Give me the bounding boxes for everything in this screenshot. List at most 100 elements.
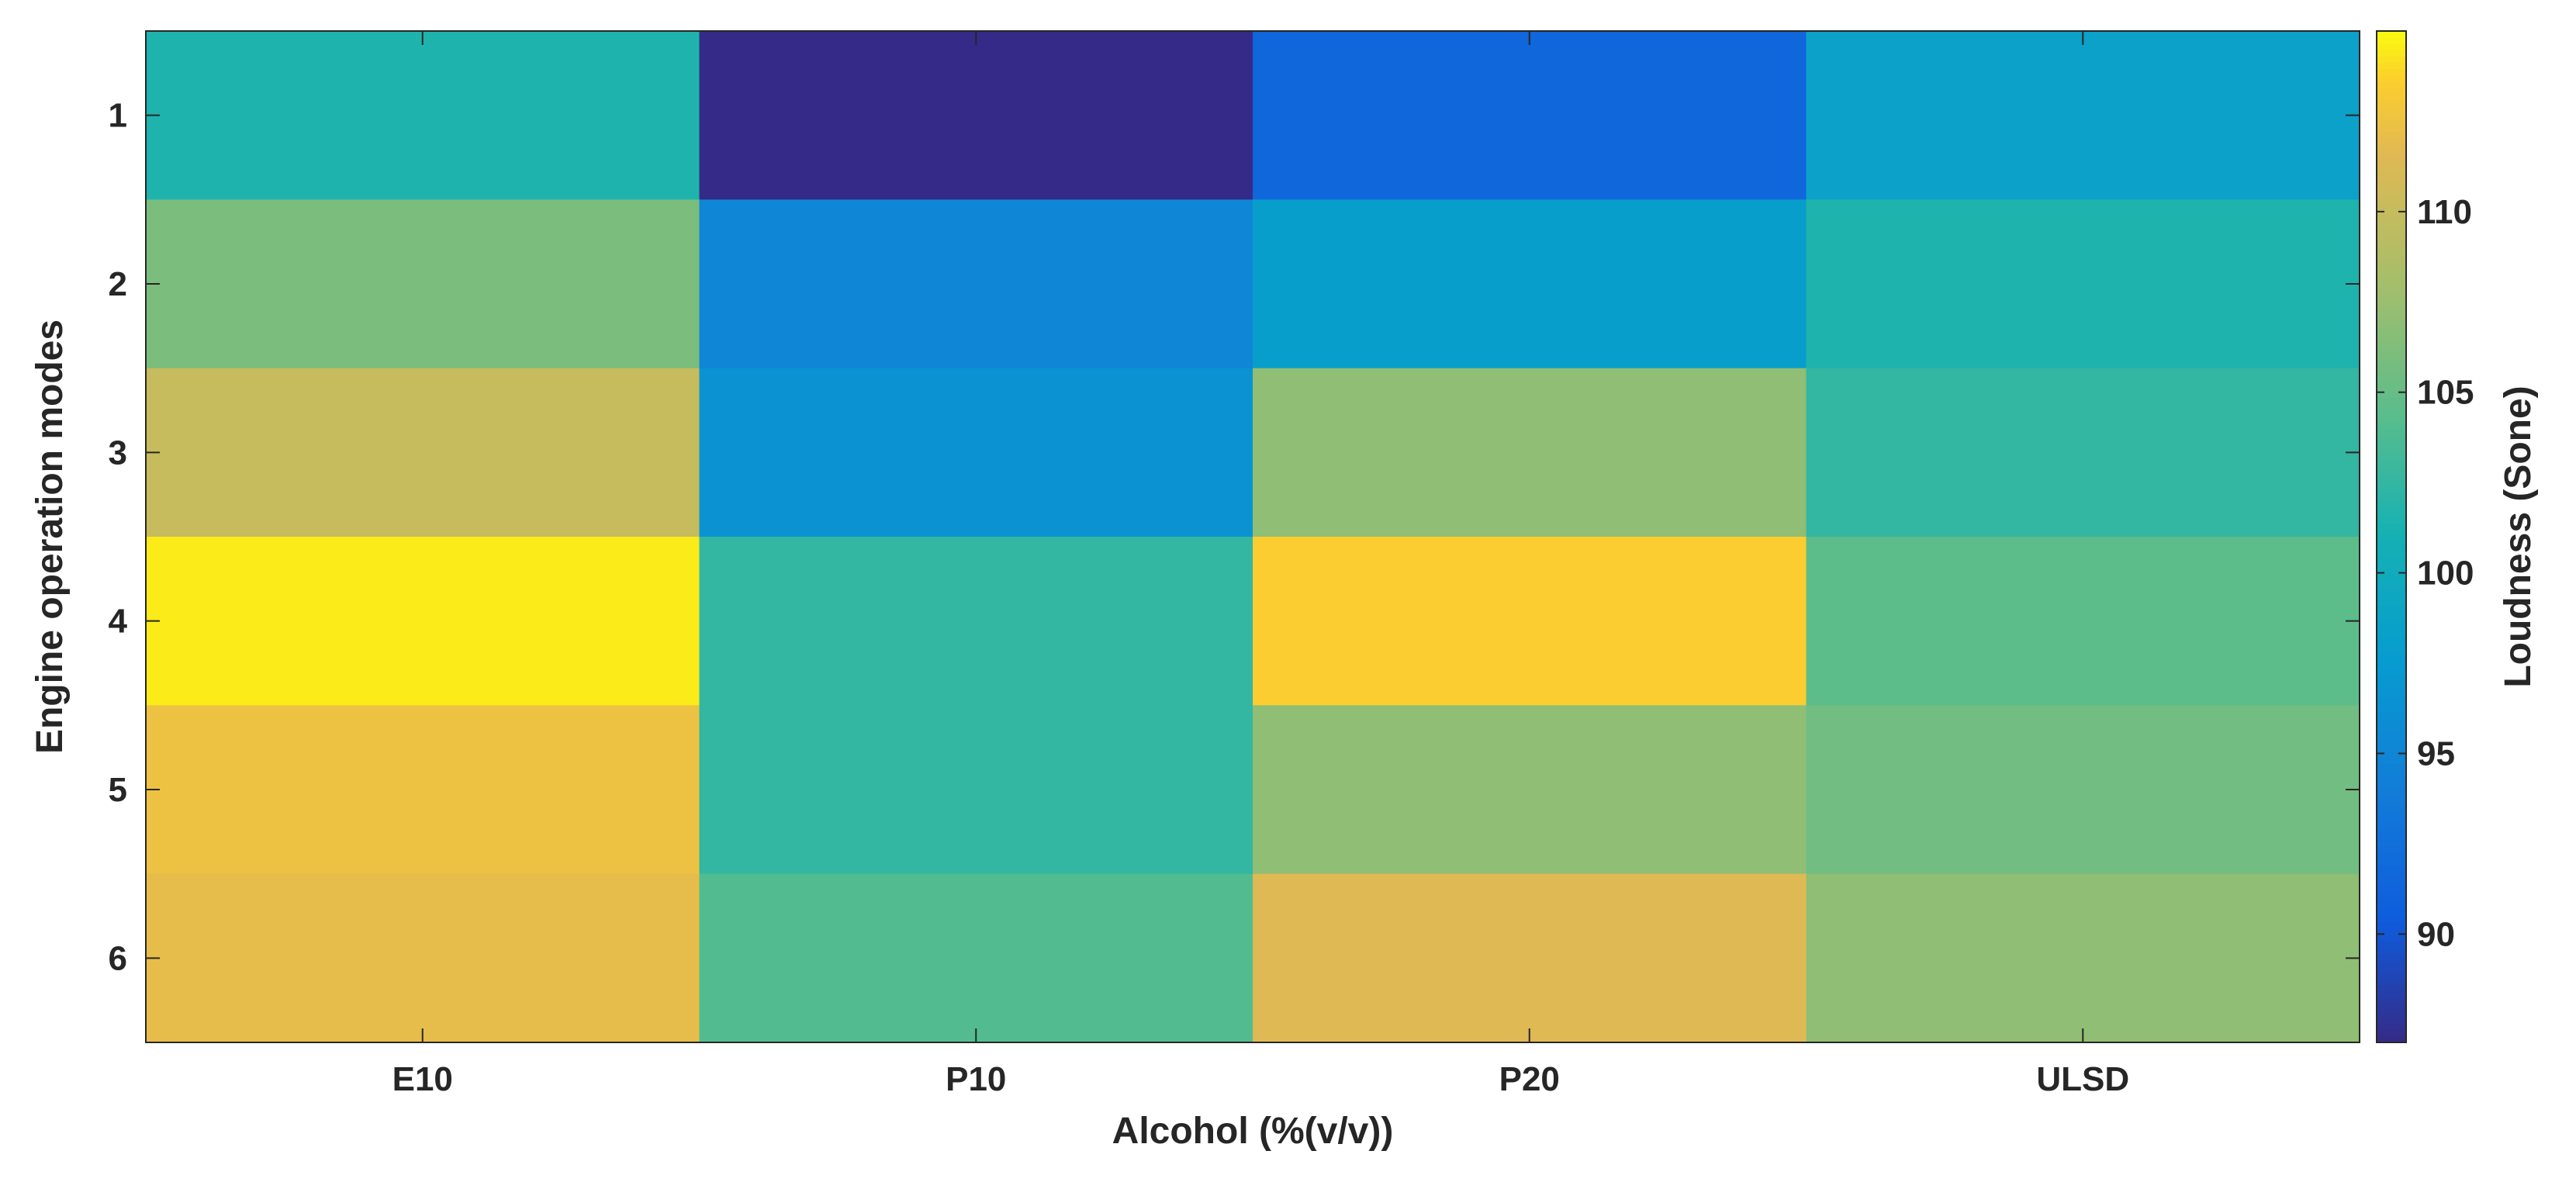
colorbar-segment xyxy=(2377,663,2406,670)
colorbar-segment xyxy=(2377,644,2406,651)
colorbar-segment xyxy=(2377,884,2406,891)
colorbar-segment xyxy=(2377,574,2406,582)
colorbar-label: Loudness (Sone) xyxy=(2498,385,2539,687)
colorbar-segment xyxy=(2377,650,2406,658)
colorbar-segment xyxy=(2377,568,2406,575)
colorbar-segment xyxy=(2377,543,2406,550)
colorbar-segment xyxy=(2377,214,2406,222)
colorbar-segment xyxy=(2377,435,2406,443)
y-tick-label: 4 xyxy=(109,603,128,641)
colorbar-segment xyxy=(2377,928,2406,936)
colorbar-segment xyxy=(2377,68,2406,76)
colorbar-segment xyxy=(2377,846,2406,854)
colorbar-segment xyxy=(2377,448,2406,455)
heatmap-cell xyxy=(146,31,700,200)
heatmap-cell xyxy=(1253,537,1807,706)
colorbar-segment xyxy=(2377,328,2406,335)
colorbar-segment xyxy=(2377,391,2406,399)
colorbar-tick-label: 110 xyxy=(2417,193,2472,231)
colorbar-segment xyxy=(2377,714,2406,721)
colorbar-segment xyxy=(2377,562,2406,569)
colorbar-segment xyxy=(2377,170,2406,178)
colorbar-segment xyxy=(2377,277,2406,285)
colorbar-segment xyxy=(2377,871,2406,879)
colorbar-segment xyxy=(2377,81,2406,88)
colorbar-segment xyxy=(2377,416,2406,423)
colorbar-segment xyxy=(2377,75,2406,82)
colorbar-segment xyxy=(2377,865,2406,873)
colorbar-segment xyxy=(2377,157,2406,164)
colorbar-segment xyxy=(2377,973,2406,980)
colorbar-segment xyxy=(2377,796,2406,803)
colorbar-segment xyxy=(2377,612,2406,620)
colorbar-segment xyxy=(2377,62,2406,70)
colorbar-tick-label: 90 xyxy=(2417,915,2455,953)
colorbar-segment xyxy=(2377,208,2406,215)
colorbar-segment xyxy=(2377,631,2406,638)
colorbar-segment xyxy=(2377,378,2406,385)
colorbar-segment xyxy=(2377,758,2406,765)
y-tick-label: 3 xyxy=(109,434,127,472)
x-tick-label: P10 xyxy=(946,1060,1006,1098)
colorbar-segment xyxy=(2377,530,2406,537)
colorbar-segment xyxy=(2377,707,2406,714)
colorbar-segment xyxy=(2377,638,2406,645)
colorbar-tick-label: 95 xyxy=(2417,734,2455,772)
colorbar-segment xyxy=(2377,960,2406,967)
colorbar-segment xyxy=(2377,922,2406,929)
colorbar-segment xyxy=(2377,340,2406,348)
colorbar-segment xyxy=(2377,239,2406,247)
colorbar-segment xyxy=(2377,859,2406,866)
colorbar-segment xyxy=(2377,334,2406,341)
colorbar-segment xyxy=(2377,953,2406,961)
colorbar-segment xyxy=(2377,587,2406,594)
colorbar-segment xyxy=(2377,31,2406,38)
colorbar-segment xyxy=(2377,372,2406,379)
colorbar-segment xyxy=(2377,985,2406,993)
y-axis-label: Engine operation modes xyxy=(29,320,71,754)
x-tick-label: P20 xyxy=(1499,1060,1560,1098)
colorbar-segment xyxy=(2377,511,2406,519)
colorbar-segment xyxy=(2377,220,2406,228)
colorbar-segment xyxy=(2377,726,2406,734)
colorbar-segment xyxy=(2377,1017,2406,1025)
colorbar-segment xyxy=(2377,581,2406,588)
x-axis: E10 P10 P20 ULSD xyxy=(392,31,2129,1098)
colorbar-segment xyxy=(2377,461,2406,468)
colorbar-segment xyxy=(2377,909,2406,917)
colorbar-segment xyxy=(2377,467,2406,475)
colorbar-segment xyxy=(2377,517,2406,525)
colorbar-segment xyxy=(2377,606,2406,613)
heatmap-cell xyxy=(699,537,1253,706)
colorbar-segment xyxy=(2377,56,2406,64)
colorbar-segment xyxy=(2377,979,2406,987)
colorbar-segment xyxy=(2377,144,2406,152)
colorbar-segment xyxy=(2377,112,2406,120)
colorbar-segment xyxy=(2377,656,2406,664)
colorbar-segment xyxy=(2377,505,2406,512)
colorbar-segment xyxy=(2377,202,2406,209)
colorbar-segment xyxy=(2377,473,2406,481)
colorbar-segment xyxy=(2377,732,2406,740)
colorbar-segment xyxy=(2377,226,2406,234)
colorbar-segment xyxy=(2377,119,2406,126)
colorbar-segment xyxy=(2377,669,2406,676)
colorbar-segment xyxy=(2377,309,2406,316)
heatmap-cell xyxy=(1253,199,1807,369)
colorbar-segment xyxy=(2377,43,2406,51)
colorbar-segment xyxy=(2377,808,2406,816)
heatmap-cell xyxy=(146,705,700,875)
x-axis-label: Alcohol (%(v/v)) xyxy=(1112,1111,1394,1152)
heatmap-cell xyxy=(1806,31,2360,200)
colorbar-segment xyxy=(2377,555,2406,563)
x-tick-label: ULSD xyxy=(2036,1060,2129,1098)
heatmap-cell xyxy=(1806,705,2360,875)
colorbar-segment xyxy=(2377,441,2406,449)
colorbar-segment xyxy=(2377,429,2406,437)
heatmap-cells xyxy=(146,31,2360,1043)
colorbar-segment xyxy=(2377,302,2406,310)
colorbar-segment xyxy=(2377,182,2406,190)
colorbar-segment xyxy=(2377,50,2406,57)
colorbar-segment xyxy=(2377,790,2406,797)
